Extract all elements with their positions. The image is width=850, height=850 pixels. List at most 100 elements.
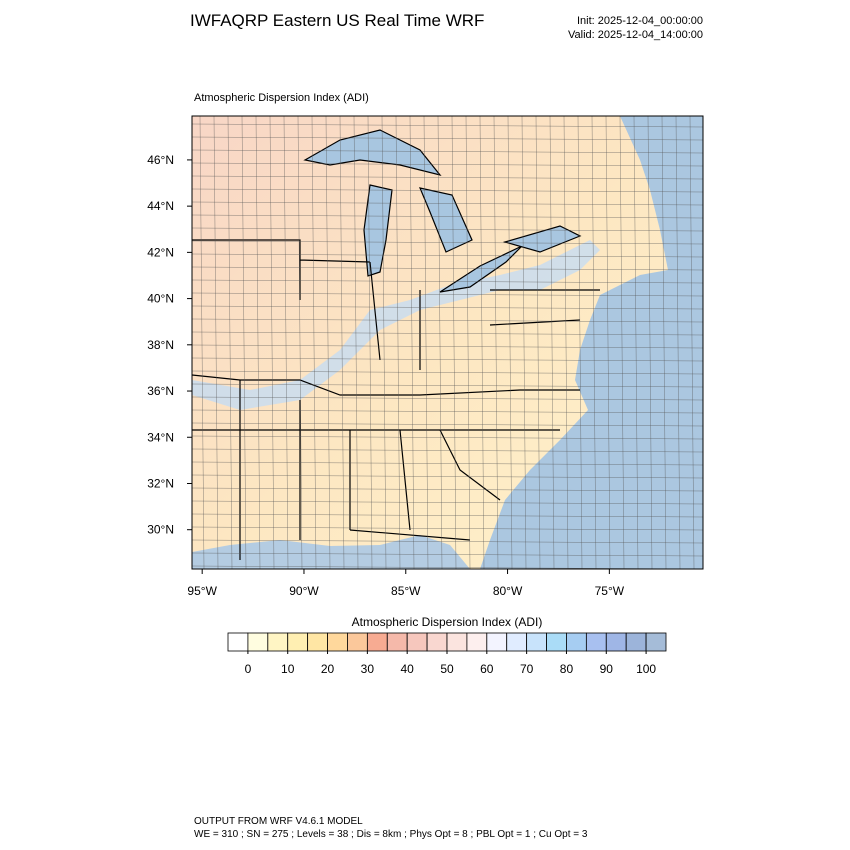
colorbar-box [645,632,667,652]
lat-tick-label: 42°N [147,245,174,259]
init-time: Init: 2025-12-04_00:00:00 [577,15,703,27]
county-line [192,305,703,310]
county-line [535,116,541,569]
county-line [192,448,703,453]
county-line [192,552,703,557]
county-line [192,396,703,401]
county-line [192,409,703,414]
lake-erie [439,245,523,293]
county-line [192,123,703,128]
colorbar-tick-label: 60 [480,662,494,676]
county-line [549,116,555,569]
county-line [353,116,359,569]
county-line [325,116,331,569]
footer-settings: WE = 310 ; SN = 275 ; Levels = 38 ; Dis … [194,829,588,840]
colorbar-tick-label: 90 [600,662,614,676]
colorbar-box [585,632,607,652]
county-line [563,116,569,569]
county-line [451,116,457,569]
county-line [521,116,527,569]
county-line [493,116,499,569]
colorbar-tick-label: 20 [321,662,335,676]
colorbar-tick-label: 10 [281,662,295,676]
county-line [192,214,703,219]
county-line [577,116,583,569]
county-line [395,116,401,569]
county-line [192,513,703,518]
colorbar-box [307,632,328,652]
colorbar-tick-label: 80 [560,662,574,676]
colorbar-box [267,632,289,652]
county-line [192,279,703,284]
county-line [423,116,429,569]
county-line [269,116,275,569]
county-line [689,116,695,569]
colorbar-box [566,632,587,652]
lat-tick-label: 38°N [147,338,174,352]
county-line [675,116,681,569]
lat-tick-label: 40°N [147,292,174,306]
county-line [192,266,703,271]
county-line [192,526,703,531]
colorbar-box [605,632,627,652]
county-line [227,116,233,569]
state-borders [192,239,600,560]
county-line [192,487,703,492]
colorbar-tick-label: 50 [440,662,454,676]
county-line [192,175,703,180]
colorbar-box [426,632,448,652]
county-line [192,240,703,245]
county-line [647,116,653,569]
lat-tick-label: 36°N [147,384,174,398]
county-line [192,318,703,323]
county-line [661,116,667,569]
county-line [192,539,703,544]
ocean [480,116,703,569]
county-line [192,461,703,466]
lon-tick-label: 80°W [493,584,523,598]
county-line [192,435,703,440]
county-line [192,136,703,141]
colorbar-box [386,632,408,652]
county-line [192,253,703,258]
county-line [192,162,703,167]
county-line [192,188,703,193]
colorbar-box [287,632,309,652]
colorbar-box [327,632,348,652]
valid-time: Valid: 2025-12-04_14:00:00 [568,29,703,41]
county-line [479,116,485,569]
lat-tick-label: 44°N [147,199,174,213]
lat-tick-label: 46°N [147,153,174,167]
county-line [192,201,703,206]
colorbar-tick-label: 30 [361,662,375,676]
county-line [465,116,471,569]
county-line [507,116,513,569]
county-line [192,474,703,479]
colorbar-tick-label: 100 [636,662,656,676]
county-line [367,116,373,569]
map-title: Atmospheric Dispersion Index (ADI) [194,92,369,104]
county-line [213,116,219,569]
colorbar-box [366,632,388,652]
county-line [311,116,317,569]
lon-tick-label: 95°W [187,584,217,598]
colorbar-title: Atmospheric Dispersion Index (ADI) [352,615,543,629]
lake-huron [419,187,473,253]
lat-tick-label: 30°N [147,523,174,537]
county-line [381,116,387,569]
county-lines [192,116,703,569]
colorbar-box [546,632,567,652]
county-line [192,357,703,362]
lake-ontario [502,225,582,253]
county-line [192,370,703,375]
colorbar-box [446,632,468,652]
county-line [255,116,261,569]
footer-model: OUTPUT FROM WRF V4.6.1 MODEL [194,816,363,827]
colorbar-box [247,632,269,652]
high-adi-band [192,240,600,410]
colorbar-box [486,632,508,652]
county-line [339,116,345,569]
lat-tick-label: 32°N [147,476,174,490]
map-field [192,116,703,569]
